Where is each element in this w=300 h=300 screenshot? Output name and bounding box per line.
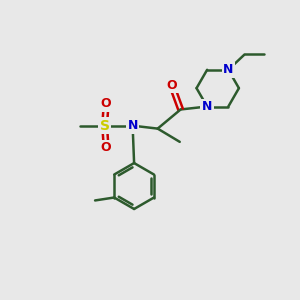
Text: O: O: [167, 79, 177, 92]
Text: N: N: [128, 119, 138, 132]
Text: S: S: [100, 119, 110, 133]
Text: N: N: [223, 63, 233, 76]
Text: O: O: [101, 141, 111, 154]
Text: N: N: [202, 100, 212, 113]
Text: O: O: [101, 97, 111, 110]
